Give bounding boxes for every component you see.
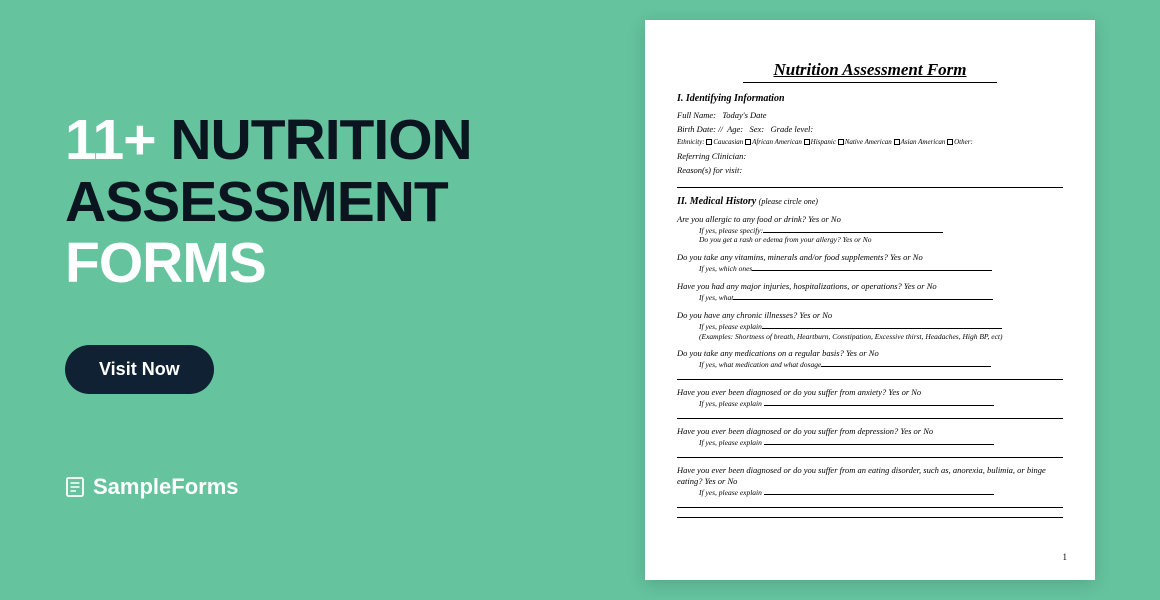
q1: Are you allergic to any food or drink? Y…	[677, 214, 1063, 225]
eth-opt-2: Hispanic	[811, 138, 836, 146]
q4: Do you have any chronic illnesses? Yes o…	[677, 310, 1063, 321]
full-name-label: Full Name:	[677, 110, 716, 120]
eth-opt-4: Asian American	[901, 138, 946, 146]
referring-label: Referring Clinician:	[677, 151, 746, 161]
headline: 11+ NUTRITION ASSESSMENT FORMS	[65, 110, 585, 295]
section-medical-history: II. Medical History (please circle one) …	[677, 196, 1063, 518]
q4-sub2: (Examples: Shortness of breath, Heartbur…	[677, 332, 1063, 342]
section2-heading-text: II. Medical History	[677, 196, 756, 207]
q3: Have you had any major injuries, hospita…	[677, 281, 1063, 292]
headline-word-forms: FORMS	[65, 231, 266, 295]
q6: Have you ever been diagnosed or do you s…	[677, 387, 1063, 398]
section2-heading: II. Medical History (please circle one)	[677, 196, 1063, 207]
q4-sub1: If yes, please explain	[677, 321, 1063, 332]
today-date-label: Today's Date	[722, 110, 766, 120]
sex-label: Sex:	[750, 124, 765, 134]
q5: Do you take any medications on a regular…	[677, 348, 1063, 359]
birth-date-row: Birth Date: // Age: Sex: Grade level:	[677, 122, 1063, 136]
age-label: Age:	[727, 124, 743, 134]
grade-label: Grade level:	[771, 124, 814, 134]
document-icon	[65, 476, 85, 498]
headline-word-assessment: ASSESSMENT	[65, 170, 448, 234]
full-name-row: Full Name: Today's Date	[677, 108, 1063, 122]
doc-title: Nutrition Assessment Form	[743, 60, 996, 83]
ethnicity-label: Ethnicity:	[677, 138, 705, 146]
eth-opt-1: African American	[752, 138, 802, 146]
q5-sub1: If yes, what medication and what dosage	[677, 359, 1063, 370]
brand: SampleForms	[65, 474, 585, 500]
left-column: 11+ NUTRITION ASSESSMENT FORMS Visit Now…	[65, 100, 585, 500]
reasons-row: Reason(s) for visit:	[677, 163, 1063, 177]
brand-name: SampleForms	[93, 474, 239, 500]
page-number: 1	[1063, 552, 1068, 562]
birth-date-label: Birth Date:	[677, 124, 716, 134]
visit-now-button[interactable]: Visit Now	[65, 345, 214, 394]
headline-word-nutrition: NUTRITION	[170, 108, 471, 172]
eth-opt-0: Caucasian	[713, 138, 743, 146]
eth-opt-5: Other:	[954, 138, 973, 146]
document-preview: Nutrition Assessment Form I. Identifying…	[645, 20, 1095, 580]
q1-sub2: Do you get a rash or edema from your all…	[677, 235, 1063, 245]
q2-sub1: If yes, which ones	[677, 263, 1063, 274]
q6-sub1: If yes, please explain	[677, 398, 1063, 409]
visit-now-label: Visit Now	[99, 359, 180, 380]
q3-sub1: If yes, what	[677, 292, 1063, 303]
section-identifying: I. Identifying Information Full Name: To…	[677, 93, 1063, 188]
referring-row: Referring Clinician:	[677, 149, 1063, 163]
q8-sub1: If yes, please explain	[677, 487, 1063, 498]
q2: Do you take any vitamins, minerals and/o…	[677, 252, 1063, 263]
q1-sub1: If yes, please specify:	[677, 225, 1063, 236]
section1-heading: I. Identifying Information	[677, 93, 1063, 104]
headline-count: 11+	[65, 108, 156, 172]
ethnicity-row: Ethnicity: Caucasian African American Hi…	[677, 137, 1063, 149]
q8: Have you ever been diagnosed or do you s…	[677, 465, 1063, 487]
reasons-label: Reason(s) for visit:	[677, 165, 742, 175]
q7-sub1: If yes, please explain	[677, 437, 1063, 448]
eth-opt-3: Native American	[845, 138, 892, 146]
q7: Have you ever been diagnosed or do you s…	[677, 426, 1063, 437]
section2-heading-sub: (please circle one)	[759, 197, 818, 206]
